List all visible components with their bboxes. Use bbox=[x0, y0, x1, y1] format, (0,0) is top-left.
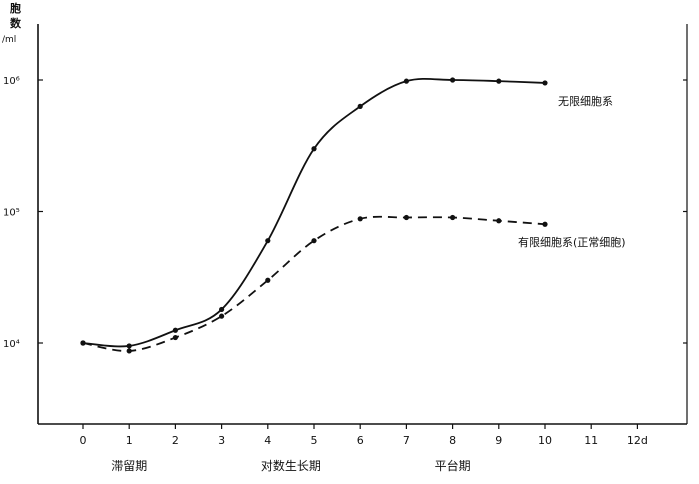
y-axis-label-line: 数 bbox=[10, 16, 22, 30]
y-tick-labels: 10⁴ 10⁵ 10⁶ bbox=[3, 76, 687, 350]
data-point bbox=[172, 327, 178, 333]
data-point bbox=[496, 218, 502, 224]
x-tick-label: 6 bbox=[357, 434, 364, 447]
x-tick-label: 2 bbox=[172, 434, 179, 447]
data-point bbox=[126, 343, 132, 349]
data-point bbox=[357, 216, 363, 222]
series-lines bbox=[80, 77, 548, 354]
data-point bbox=[403, 214, 409, 221]
axes bbox=[37, 24, 688, 425]
y-tick-label: 10⁴ bbox=[3, 339, 20, 350]
data-point bbox=[219, 306, 225, 313]
data-point bbox=[126, 348, 132, 354]
x-tick-label: 5 bbox=[311, 434, 318, 447]
x-tick-label: 12d bbox=[627, 434, 648, 447]
data-point bbox=[450, 77, 456, 83]
data-point bbox=[80, 340, 86, 346]
y-axis-label-line: /ml bbox=[2, 35, 16, 45]
data-point bbox=[542, 221, 548, 227]
x-tick-label: 11 bbox=[584, 434, 598, 447]
y-axis-label: 胞数/ml bbox=[2, 1, 22, 45]
phase-label: 对数生长期 bbox=[261, 458, 321, 473]
phase-label: 滞留期 bbox=[111, 459, 147, 473]
series-line-immortal bbox=[82, 77, 546, 348]
data-point bbox=[311, 146, 317, 152]
x-tick-label: 1 bbox=[126, 434, 133, 447]
phase-label: 平台期 bbox=[435, 458, 471, 473]
series-label: 无限细胞系 bbox=[558, 95, 613, 108]
x-tick-labels: 0 1 2 3 4 5 6 7 8 9 10 11 12d bbox=[80, 424, 648, 447]
x-tick-label: 0 bbox=[80, 434, 87, 447]
data-point bbox=[450, 214, 456, 221]
y-axis-label-line: 胞 bbox=[10, 1, 21, 15]
x-tick-label: 4 bbox=[264, 434, 271, 447]
data-point bbox=[265, 238, 271, 244]
y-tick-label: 10⁵ bbox=[3, 208, 20, 219]
data-point bbox=[357, 103, 363, 109]
x-tick-label: 8 bbox=[449, 434, 456, 447]
data-point bbox=[265, 277, 271, 283]
x-tick-label: 3 bbox=[218, 434, 225, 447]
y-tick-label: 10⁶ bbox=[3, 76, 20, 87]
data-point bbox=[219, 313, 225, 319]
series-label: 有限细胞系(正常细胞) bbox=[518, 235, 626, 249]
x-tick-label: 7 bbox=[403, 434, 410, 447]
series-line-finite bbox=[82, 215, 546, 352]
data-point bbox=[542, 80, 548, 86]
x-tick-label: 10 bbox=[538, 434, 552, 447]
x-tick-label: 9 bbox=[495, 434, 502, 447]
phase-labels: 滞留期 对数生长期 平台期 bbox=[111, 458, 470, 473]
data-point bbox=[403, 78, 409, 84]
data-point bbox=[496, 78, 502, 84]
data-point bbox=[311, 238, 317, 244]
data-point bbox=[172, 334, 178, 341]
